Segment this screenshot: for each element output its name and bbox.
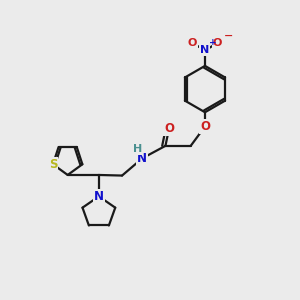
Text: −: − <box>224 31 234 41</box>
Text: N: N <box>200 45 210 56</box>
Text: N: N <box>137 152 147 165</box>
Text: O: O <box>200 120 210 133</box>
Text: H: H <box>133 144 142 154</box>
Text: O: O <box>164 122 174 135</box>
Text: +: + <box>209 38 217 47</box>
Text: O: O <box>213 38 222 48</box>
Text: N: N <box>94 190 104 203</box>
Text: O: O <box>188 38 197 48</box>
Text: S: S <box>49 158 57 171</box>
